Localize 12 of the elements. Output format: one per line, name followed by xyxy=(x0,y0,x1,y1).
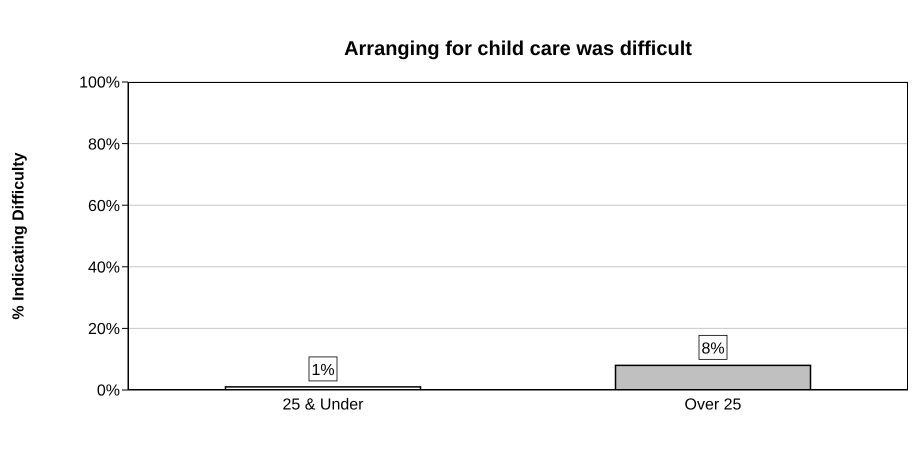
chart-title: Arranging for child care was difficult xyxy=(343,38,693,61)
y-tick-label: 80% xyxy=(88,136,120,154)
y-tick-label: 20% xyxy=(88,321,120,338)
data-label: 1% xyxy=(311,362,335,379)
y-tick-label: 60% xyxy=(88,198,120,215)
data-label: 8% xyxy=(701,340,725,358)
x-tick-label: 25 & Under xyxy=(282,396,364,414)
y-tick-label: 40% xyxy=(88,259,120,276)
y-tick-label: 100% xyxy=(79,74,120,92)
x-tick-label: Over 25 xyxy=(684,396,742,414)
y-axis-title: % Indicating Difficulty xyxy=(10,152,28,320)
y-tick-label: 0% xyxy=(96,382,120,400)
